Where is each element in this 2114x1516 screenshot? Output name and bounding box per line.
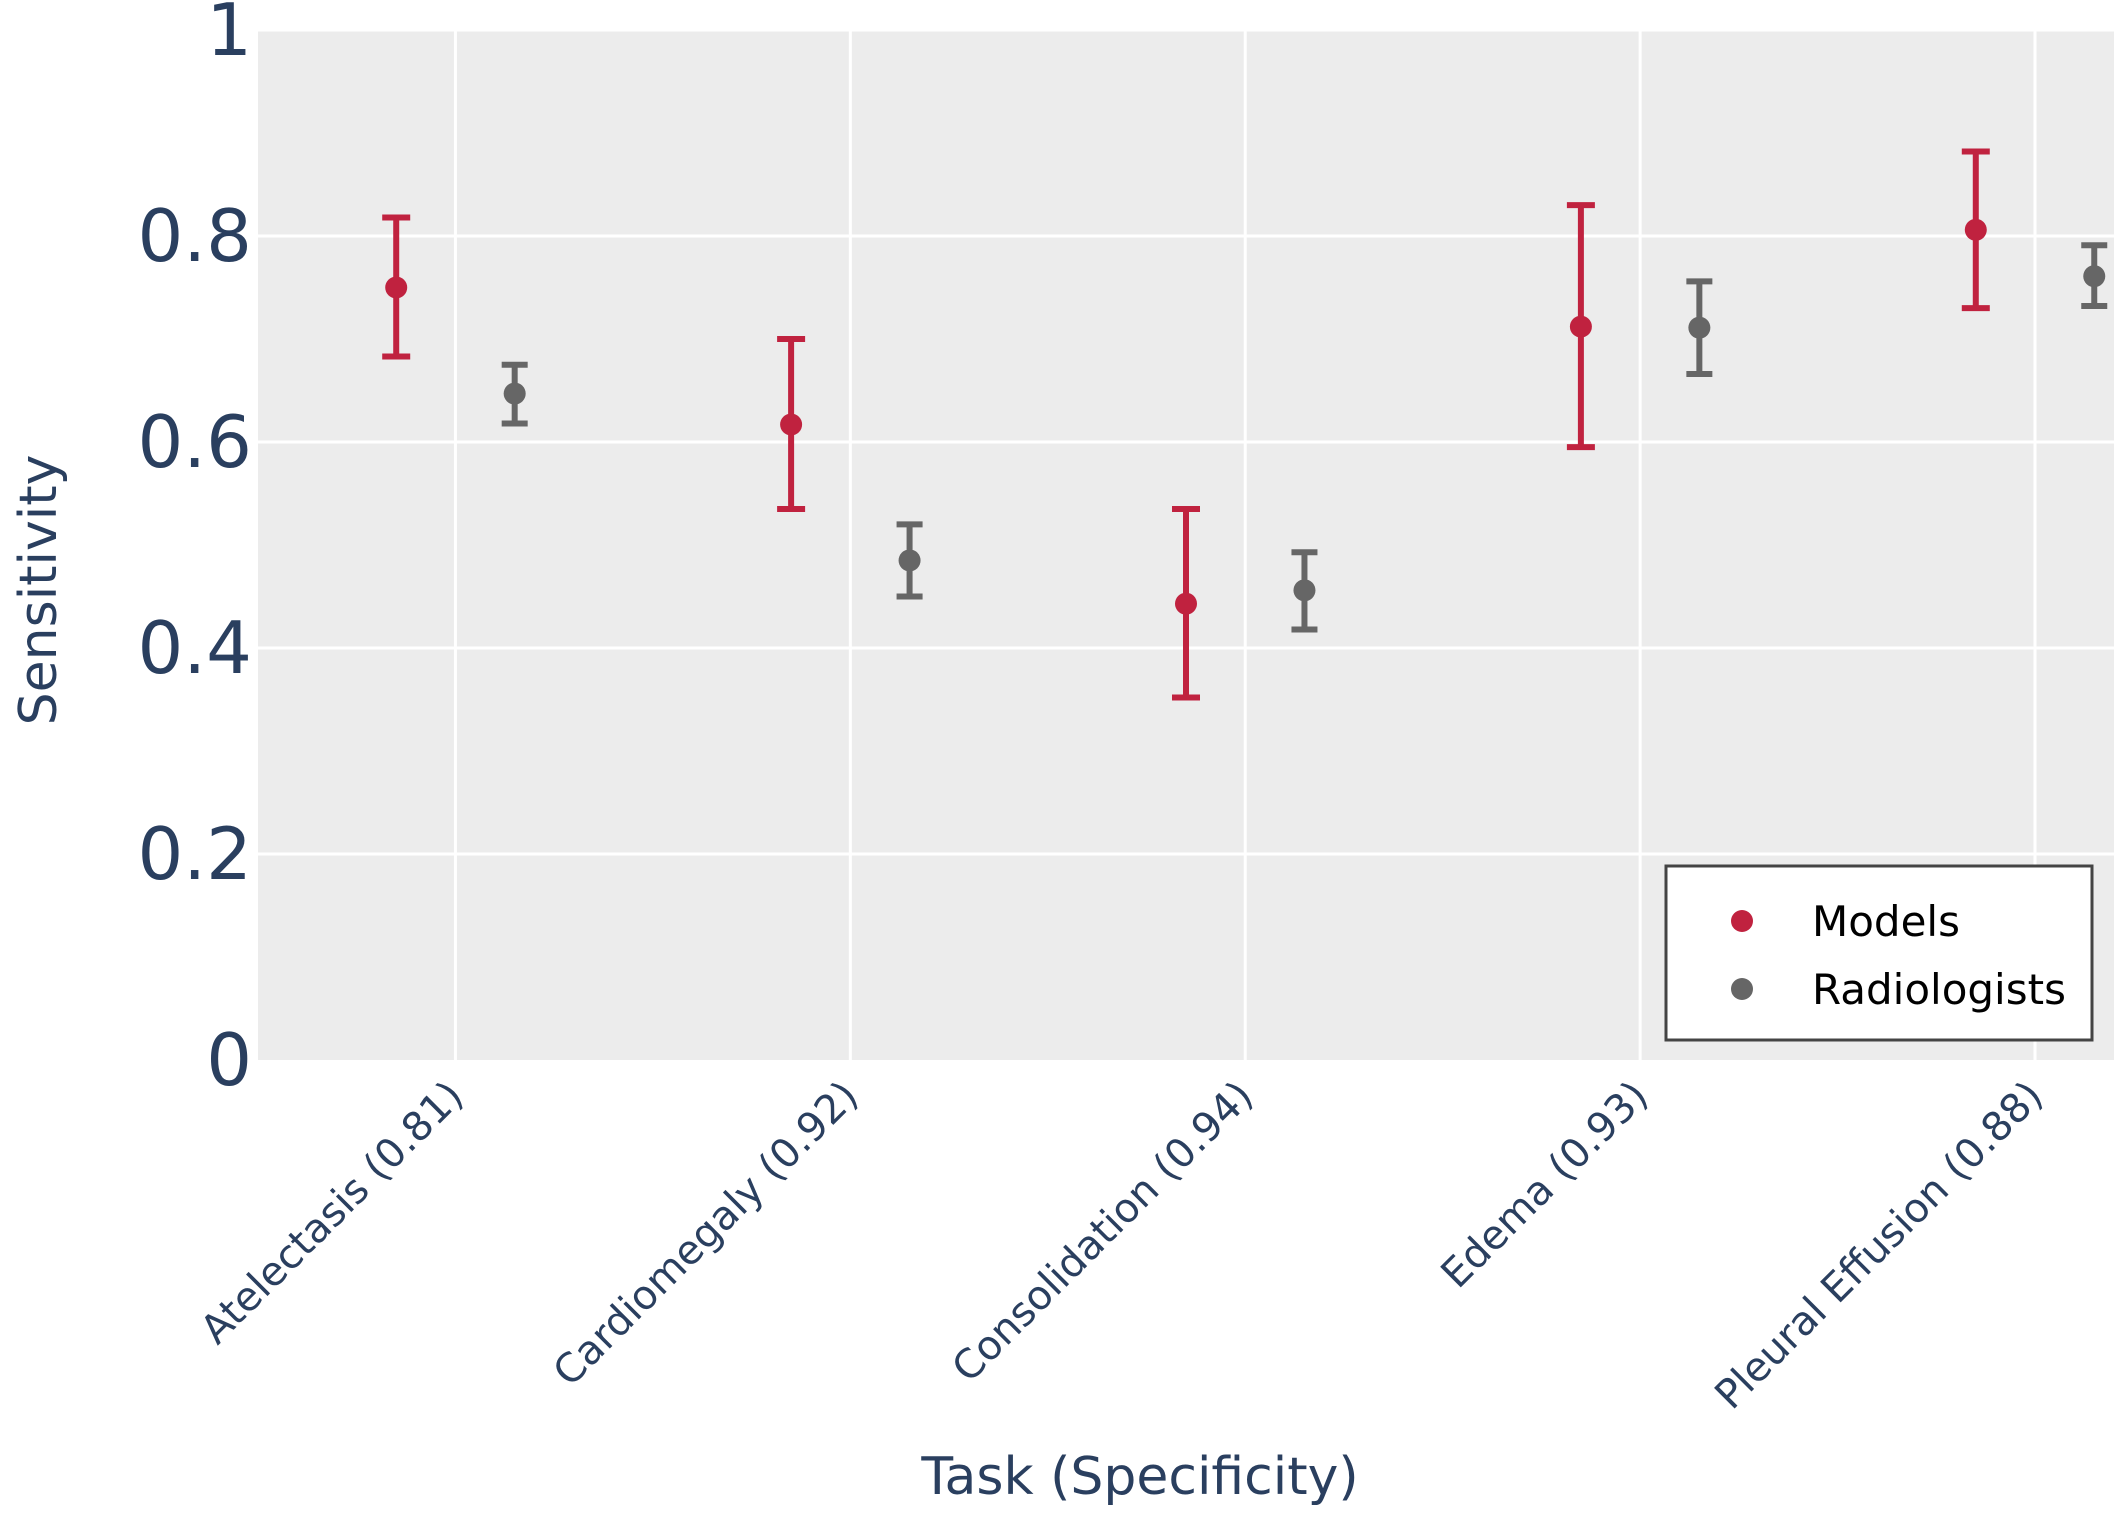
data-point xyxy=(503,382,526,405)
y-axis-ticks: 0 0.2 0.4 0.6 0.8 1 xyxy=(137,0,252,1102)
y-tick-label: 0.4 xyxy=(137,606,252,690)
data-point xyxy=(385,276,408,299)
data-point xyxy=(1964,218,1987,241)
data-point xyxy=(1293,579,1316,602)
x-axis-ticks: Atelectasis (0.81) Cardiomegaly (0.92) Con… xyxy=(192,1073,2052,1419)
legend-label-models: Models xyxy=(1812,897,1960,946)
legend-marker-models xyxy=(1731,910,1753,932)
y-tick-label: 0 xyxy=(206,1018,252,1102)
y-tick-label: 0.6 xyxy=(137,400,252,484)
data-point xyxy=(1688,316,1711,339)
data-series xyxy=(382,148,2108,701)
x-tick-label: Cardiomegaly (0.92) xyxy=(545,1073,868,1396)
y-tick-label: 1 xyxy=(206,0,252,72)
data-point xyxy=(898,549,921,572)
legend-label-radiologists: Radiologists xyxy=(1812,965,2066,1014)
series-models xyxy=(382,148,1990,701)
y-axis-title: Sensitivity xyxy=(9,455,69,726)
data-point xyxy=(1569,315,1592,338)
legend: Models Radiologists xyxy=(1664,864,2094,1042)
data-point xyxy=(780,413,803,436)
data-point xyxy=(1175,592,1197,615)
series-radiologists xyxy=(501,242,2108,633)
y-tick-label: 0.2 xyxy=(137,812,252,896)
data-point xyxy=(2083,265,2106,288)
legend-box xyxy=(1664,864,2094,1042)
x-tick-label: Pleural Effusion (0.88) xyxy=(1706,1073,2052,1419)
x-axis-title: Task (Specificity) xyxy=(920,1447,1358,1507)
legend-marker-radiologists xyxy=(1731,978,1753,1000)
x-tick-label: Atelectasis (0.81) xyxy=(192,1073,472,1353)
x-tick-label: Consolidation (0.94) xyxy=(944,1073,1263,1392)
x-tick-label: Edema (0.93) xyxy=(1433,1073,1658,1298)
y-tick-label: 0.8 xyxy=(137,194,252,278)
